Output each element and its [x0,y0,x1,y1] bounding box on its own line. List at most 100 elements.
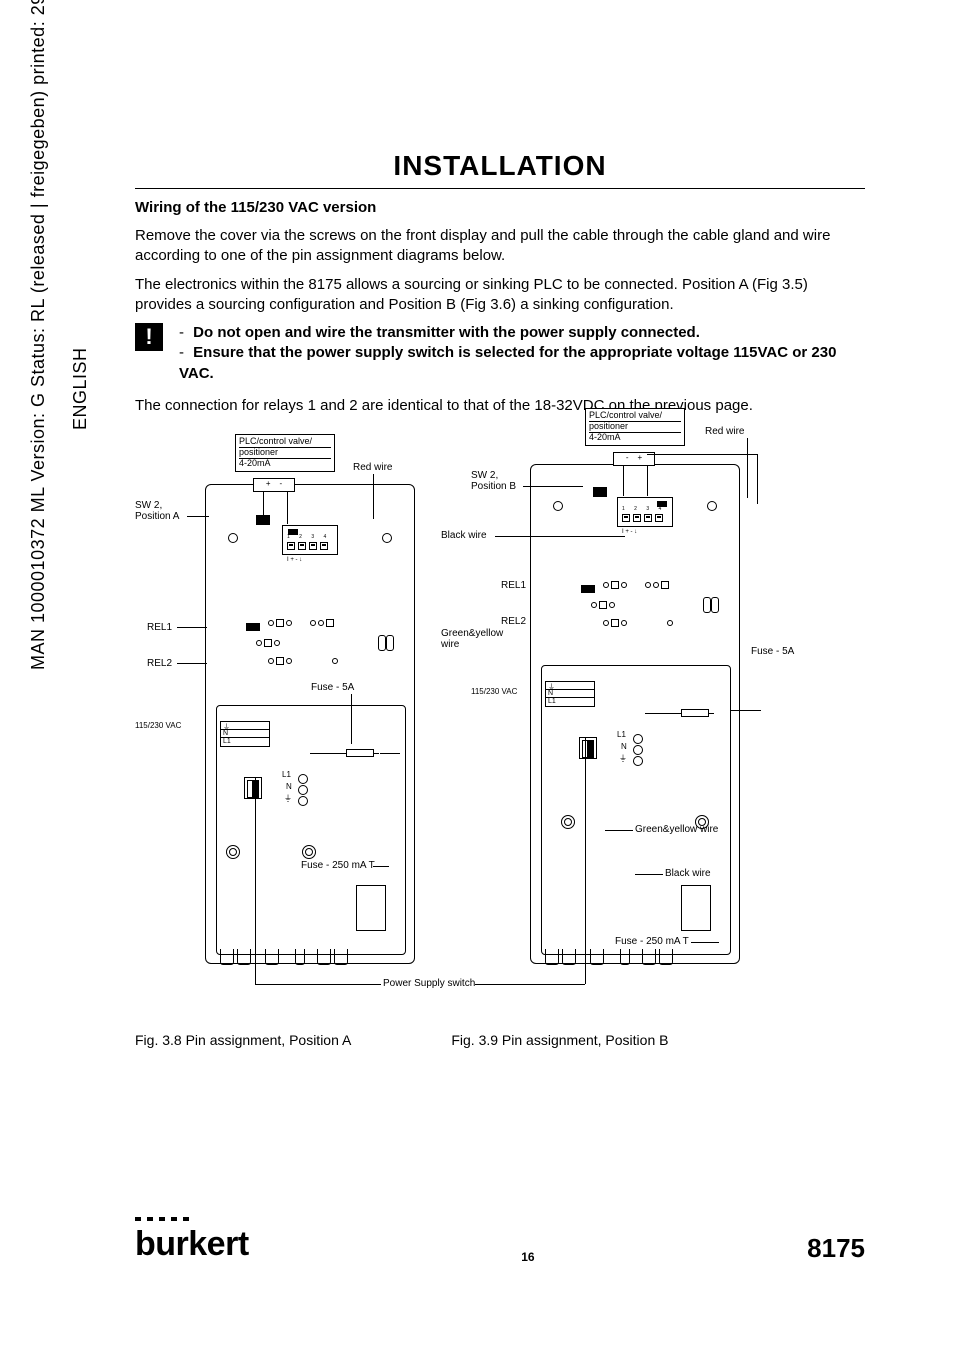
rel2-terminals [603,619,673,627]
title-rule [135,188,865,189]
mount-hole [553,501,563,511]
l1-row: L1 [546,698,594,706]
rel2-a: REL2 [147,658,172,669]
ac-terminals [298,773,308,807]
plc-l1: PLC/control valve/ [239,437,331,447]
rel1-b: REL1 [501,580,526,591]
mount-hole [382,533,392,543]
warning-text: - Do not open and wire the transmitter w… [179,323,865,384]
plc-l3: 4-20mA [589,432,681,443]
leader [373,866,389,867]
gywire-b-left: Green&yellow wire [441,628,503,650]
rel1-a: REL1 [147,622,172,633]
burkert-logo: burkert [135,1217,249,1264]
l1-lbl: L1 [282,771,291,780]
plus: + [266,479,271,488]
dip-legend: I + - ↓ [622,529,637,535]
dip-legend: I + - ↓ [287,557,302,563]
screw [226,845,240,859]
gnd-lbl: ⏚ [619,755,627,764]
l1-row: L1 [221,738,269,746]
page-title: INSTALLATION [135,150,865,182]
content-area: INSTALLATION Wiring of the 115/230 VAC v… [135,150,865,1048]
leader [495,536,625,537]
device-a: 1 2 3 4 I + - ↓ ⏚ N L1 [205,484,415,964]
plc-l2: positioner [239,447,331,458]
trans-icon [378,635,394,651]
para-2: The electronics within the 8175 allows a… [135,275,865,316]
redwire-b: Red wire [705,426,744,437]
screw [302,845,316,859]
rel-block [581,585,595,593]
sw2b-lbl: SW 2, Position B [471,470,516,492]
leader [747,438,748,498]
acsel-b: 115/230 VAC [471,688,517,697]
n-lbl: N [286,783,292,792]
plus: + [637,453,642,462]
gnd-row: ⏚ [546,682,594,690]
diagrams: 1 2 3 4 I + - ↓ ⏚ N L1 [135,424,865,1014]
pwrswitch-lbl: Power Supply switch [383,978,475,989]
para-1: Remove the cover via the screws on the f… [135,226,865,267]
plc-box-b: PLC/control valve/ positioner 4-20mA [585,408,685,446]
ac-sel-block: ⏚ N L1 [220,721,270,747]
mount-hole [228,533,238,543]
leader [177,663,207,664]
rel1-terminals [268,619,334,627]
cable-glands [220,949,348,965]
wire [647,466,648,496]
plc-box-a: PLC/control valve/ positioner 4-20mA [235,434,335,472]
wire [757,454,758,504]
subheading: Wiring of the 115/230 VAC version [135,199,865,216]
wire [623,466,624,496]
fuse5a-b: Fuse - 5A [751,646,794,657]
leader [605,830,633,831]
para-3: The connection for relays 1 and 2 are id… [135,396,865,416]
leader [255,778,256,984]
captions-row: Fig. 3.8 Pin assignment, Position A Fig.… [135,1032,865,1048]
lang-label: ENGLISH [70,347,90,430]
redwire-a: Red wire [353,462,392,473]
ac-terminals [633,733,643,767]
leader [585,738,586,984]
side-lang: ENGLISH [70,347,91,430]
power-switch [244,777,262,799]
gnd-row: ⏚ [221,722,269,730]
minus: - [279,479,282,488]
gnd-lbl: ⏚ [284,795,292,804]
page-number: 16 [521,1250,534,1264]
fuse-5a [681,709,709,717]
leader [351,694,352,744]
screw [561,815,575,829]
caption-b: Fig. 3.9 Pin assignment, Position B [451,1032,668,1048]
warn-line-1: Do not open and wire the transmitter wit… [193,324,700,341]
sw2a-lbl: SW 2, Position A [135,500,179,522]
model-number: 8175 [807,1233,865,1264]
acsel-a: 115/230 VAC [135,722,181,731]
leader [177,627,207,628]
plc-l1: PLC/control valve/ [589,411,681,421]
plc-l3: 4-20mA [239,458,331,469]
leader [475,984,585,985]
page: { "side_text": "MAN 1000010372 ML Versio… [0,0,954,1354]
fuse-holder [681,885,711,931]
cable-glands [545,949,673,965]
blackwire-b: Black wire [441,530,487,541]
fuse5a-a: Fuse - 5A [311,682,354,693]
leader [731,710,761,711]
wire [647,454,757,455]
wire [287,492,288,524]
rel-mid [591,601,615,609]
trans-icon [703,597,719,613]
rel1-terminals [603,581,669,589]
n-row: N [546,690,594,698]
footer: burkert 16 8175 [135,1217,865,1264]
rel2-terminals [268,657,338,665]
side-metadata: MAN 1000010372 ML Version: G Status: RL … [28,0,49,670]
blackwire-b2: Black wire [665,868,711,879]
man-string: MAN 1000010372 ML Version: G Status: RL … [28,0,48,670]
gywire-b: Green&yellow wire [635,824,718,835]
wire [380,753,400,754]
power-switch [579,737,597,759]
l1-lbl: L1 [617,731,626,740]
